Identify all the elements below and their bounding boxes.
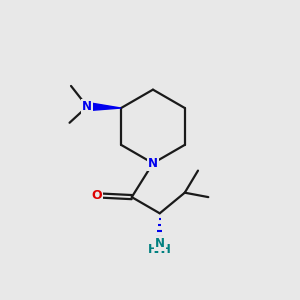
Text: O: O (92, 189, 102, 202)
Polygon shape (87, 103, 121, 111)
Text: H: H (161, 243, 171, 256)
Text: H: H (148, 243, 158, 256)
Text: N: N (148, 157, 158, 170)
Text: N: N (155, 237, 165, 250)
Text: H: H (155, 243, 165, 256)
Text: N: N (82, 100, 92, 113)
